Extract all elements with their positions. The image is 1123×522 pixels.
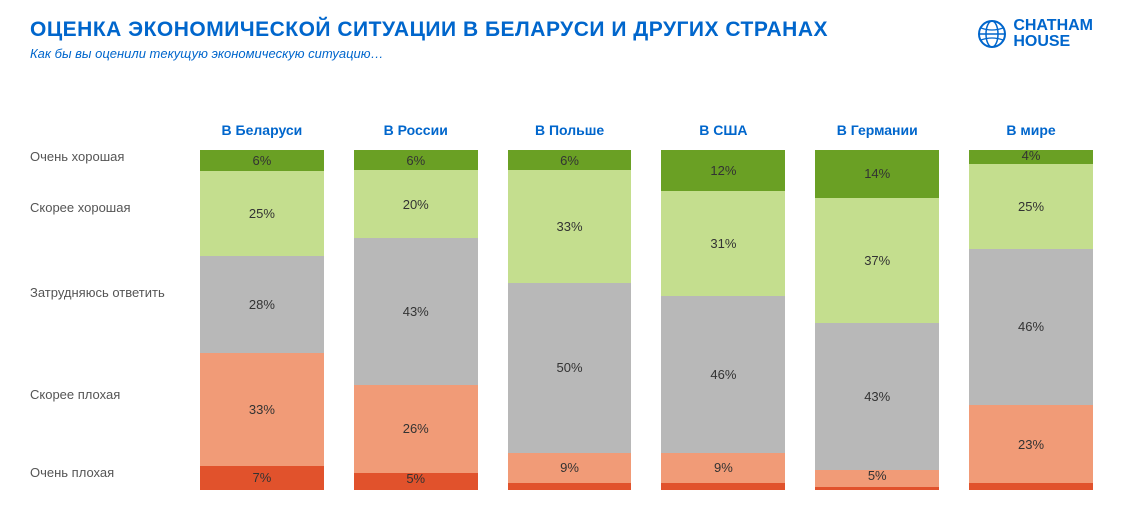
- segment-value: 43%: [403, 304, 429, 319]
- segment-dk: 50%: [508, 283, 632, 453]
- y-label-very_bad: Очень плохая: [30, 465, 190, 480]
- segment-rather_bad: 26%: [354, 385, 478, 473]
- column: В США 12% 31% 46% 9%: [661, 122, 785, 502]
- segment-value: 25%: [249, 206, 275, 221]
- column-title: В Германии: [837, 122, 918, 142]
- segment-value: 26%: [403, 421, 429, 436]
- segment-rather_good: 25%: [969, 164, 1093, 249]
- segment-rather_good: 20%: [354, 170, 478, 238]
- globe-icon: [977, 19, 1007, 49]
- column-title: В мире: [1006, 122, 1055, 142]
- header: ОЦЕНКА ЭКОНОМИЧЕСКОЙ СИТУАЦИИ В БЕЛАРУСИ…: [30, 18, 1093, 61]
- segment-rather_bad: 9%: [661, 453, 785, 484]
- segment-dk: 43%: [815, 323, 939, 469]
- logo-text-bottom: HOUSE: [1013, 34, 1093, 50]
- segment-very_good: 4%: [969, 150, 1093, 164]
- segment-value: 5%: [406, 471, 425, 486]
- stacked-bar: 6% 25% 28% 33% 7%: [200, 150, 324, 490]
- stacked-bar: 14% 37% 43% 5%: [815, 150, 939, 490]
- y-label-dk: Затрудняюсь ответить: [30, 285, 190, 300]
- segment-value: 25%: [1018, 199, 1044, 214]
- segment-rather_good: 25%: [200, 171, 324, 257]
- y-label-very_good: Очень хорошая: [30, 149, 190, 164]
- segment-value: 6%: [560, 153, 579, 168]
- segment-very_bad: 5%: [354, 473, 478, 490]
- segment-value: 4%: [1022, 148, 1041, 163]
- column: В Беларуси 6% 25% 28% 33% 7%: [200, 122, 324, 502]
- column: В Германии 14% 37% 43% 5%: [815, 122, 939, 502]
- segment-value: 31%: [710, 236, 736, 251]
- column: В мире 4% 25% 46% 23%: [969, 122, 1093, 502]
- segment-very_bad: 7%: [200, 466, 324, 490]
- stacked-bar: 12% 31% 46% 9%: [661, 150, 785, 490]
- segment-dk: 28%: [200, 256, 324, 352]
- chart: Очень хорошая Скорее хорошая Затрудняюсь о…: [30, 122, 1093, 502]
- segment-dk: 46%: [969, 249, 1093, 405]
- segment-rather_bad: 23%: [969, 405, 1093, 483]
- segment-value: 33%: [249, 402, 275, 417]
- logo: CHATHAM HOUSE: [977, 18, 1093, 50]
- segment-rather_bad: 33%: [200, 353, 324, 466]
- segment-value: 12%: [710, 163, 736, 178]
- column-title: В Беларуси: [222, 122, 303, 142]
- segment-very_good: 6%: [508, 150, 632, 170]
- segment-value: 46%: [1018, 319, 1044, 334]
- y-axis-labels: Очень хорошая Скорее хорошая Затрудняюсь о…: [30, 122, 200, 502]
- segment-value: 7%: [253, 470, 272, 485]
- segment-value: 9%: [714, 460, 733, 475]
- segment-value: 33%: [557, 219, 583, 234]
- segment-value: 6%: [406, 153, 425, 168]
- segment-value: 28%: [249, 297, 275, 312]
- segment-value: 5%: [868, 468, 887, 483]
- segment-value: 9%: [560, 460, 579, 475]
- segment-value: 37%: [864, 253, 890, 268]
- column-title: В Польше: [535, 122, 604, 142]
- column: В Польше 6% 33% 50% 9%: [508, 122, 632, 502]
- segment-dk: 43%: [354, 238, 478, 384]
- stacked-bar: 6% 33% 50% 9%: [508, 150, 632, 490]
- logo-text: CHATHAM HOUSE: [1013, 18, 1093, 50]
- titles: ОЦЕНКА ЭКОНОМИЧЕСКОЙ СИТУАЦИИ В БЕЛАРУСИ…: [30, 18, 977, 61]
- segment-very_bad: [969, 483, 1093, 490]
- segment-very_good: 14%: [815, 150, 939, 198]
- segment-rather_good: 31%: [661, 191, 785, 296]
- y-label-rather_bad: Скорее плохая: [30, 387, 190, 402]
- segment-rather_good: 37%: [815, 198, 939, 324]
- segment-very_bad: [815, 487, 939, 490]
- segment-value: 43%: [864, 389, 890, 404]
- segment-rather_bad: 5%: [815, 470, 939, 487]
- segment-value: 46%: [710, 367, 736, 382]
- segment-very_good: 12%: [661, 150, 785, 191]
- segment-value: 6%: [253, 153, 272, 168]
- stacked-bar: 4% 25% 46% 23%: [969, 150, 1093, 490]
- stacked-bar: 6% 20% 43% 26% 5%: [354, 150, 478, 490]
- y-label-rather_good: Скорее хорошая: [30, 200, 190, 215]
- page-title: ОЦЕНКА ЭКОНОМИЧЕСКОЙ СИТУАЦИИ В БЕЛАРУСИ…: [30, 18, 977, 42]
- segment-rather_bad: 9%: [508, 453, 632, 484]
- segment-very_good: 6%: [354, 150, 478, 170]
- logo-text-top: CHATHAM: [1013, 18, 1093, 34]
- segment-very_bad: [508, 483, 632, 490]
- segment-very_good: 6%: [200, 150, 324, 171]
- segment-dk: 46%: [661, 296, 785, 452]
- chart-columns: В Беларуси 6% 25% 28% 33% 7% В России 6% 20% 43% 2…: [200, 122, 1093, 502]
- segment-very_bad: [661, 483, 785, 490]
- segment-value: 20%: [403, 197, 429, 212]
- column-title: В России: [384, 122, 448, 142]
- segment-value: 23%: [1018, 437, 1044, 452]
- segment-rather_good: 33%: [508, 170, 632, 282]
- column-title: В США: [699, 122, 747, 142]
- page-subtitle: Как бы вы оценили текущую экономическую …: [30, 46, 977, 61]
- segment-value: 14%: [864, 166, 890, 181]
- segment-value: 50%: [557, 360, 583, 375]
- column: В России 6% 20% 43% 26% 5%: [354, 122, 478, 502]
